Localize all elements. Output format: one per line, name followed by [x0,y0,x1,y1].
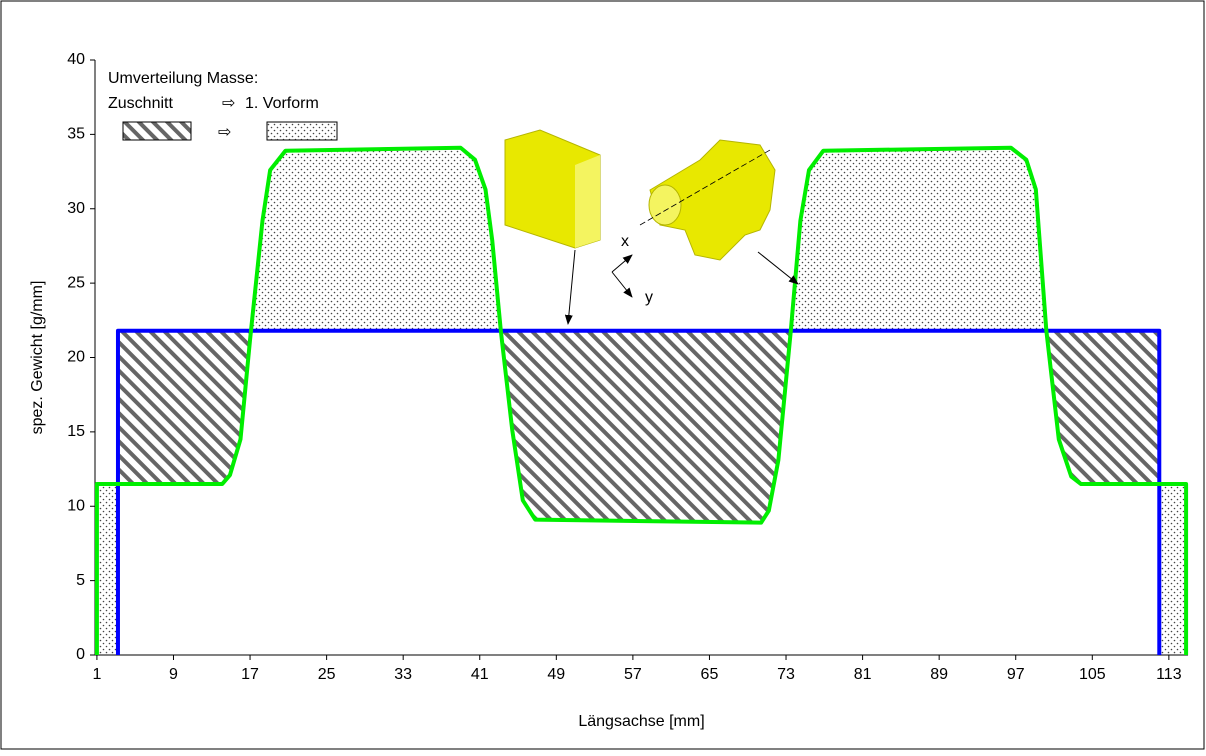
x-tick-label: 49 [547,666,565,683]
y-tick-label: 30 [67,200,85,217]
x-tick-label: 33 [394,666,412,683]
y-tick-label: 20 [67,349,85,366]
preform-illustration [640,140,775,260]
chart: 0 5 10 15 20 25 30 35 40 1 9 17 25 33 41 49 57 65 73 81 89 97… [0,0,1206,751]
y-tick-label: 0 [76,646,85,663]
x-tick-label: 9 [169,666,178,683]
legend-title: Umverteilung Masse: [108,70,258,87]
x-tick-label: 105 [1079,666,1106,683]
deficit-area [118,331,1159,655]
x-tick-label: 73 [777,666,795,683]
x-tick-label: 113 [1156,666,1182,683]
y-tick-label: 15 [67,423,85,440]
pointer [758,252,798,284]
legend-label: 1. Vorform [245,95,319,112]
axis-icon [612,272,632,297]
page: {"chart_data": {"type": "line", "xlabel"… [0,0,1206,756]
axis-icon [612,255,632,272]
pointer [568,250,575,324]
x-tick-label: 57 [624,666,642,683]
x-tick-label: 17 [241,666,259,683]
legend-swatch [267,122,337,140]
legend-swatch [123,122,191,140]
legend-label: Zuschnitt [108,95,173,112]
legend-arrow: ⇨ [222,95,235,112]
x-tick-label: 25 [318,666,336,683]
y-tick-label: 10 [67,497,85,514]
legend-arrow: ⇨ [218,124,231,141]
annotation: y [645,289,653,306]
x-axis-label: Längsachse [mm] [578,713,704,730]
y-tick-label: 40 [67,51,85,68]
blank-illustration [505,130,600,248]
x-tick-label: 65 [701,666,719,683]
x-tick-label: 1 [92,666,101,683]
y-axis-label: spez. Gewicht [g/mm] [29,281,46,435]
y-tick-label: 35 [67,126,85,143]
x-tick-label: 97 [1007,666,1025,683]
annotation: x [621,233,629,250]
x-tick-label: 41 [471,666,489,683]
y-tick-label: 25 [67,274,85,291]
x-tick-label: 89 [930,666,948,683]
x-tick-label: 81 [854,666,872,683]
y-tick-label: 5 [76,572,85,589]
